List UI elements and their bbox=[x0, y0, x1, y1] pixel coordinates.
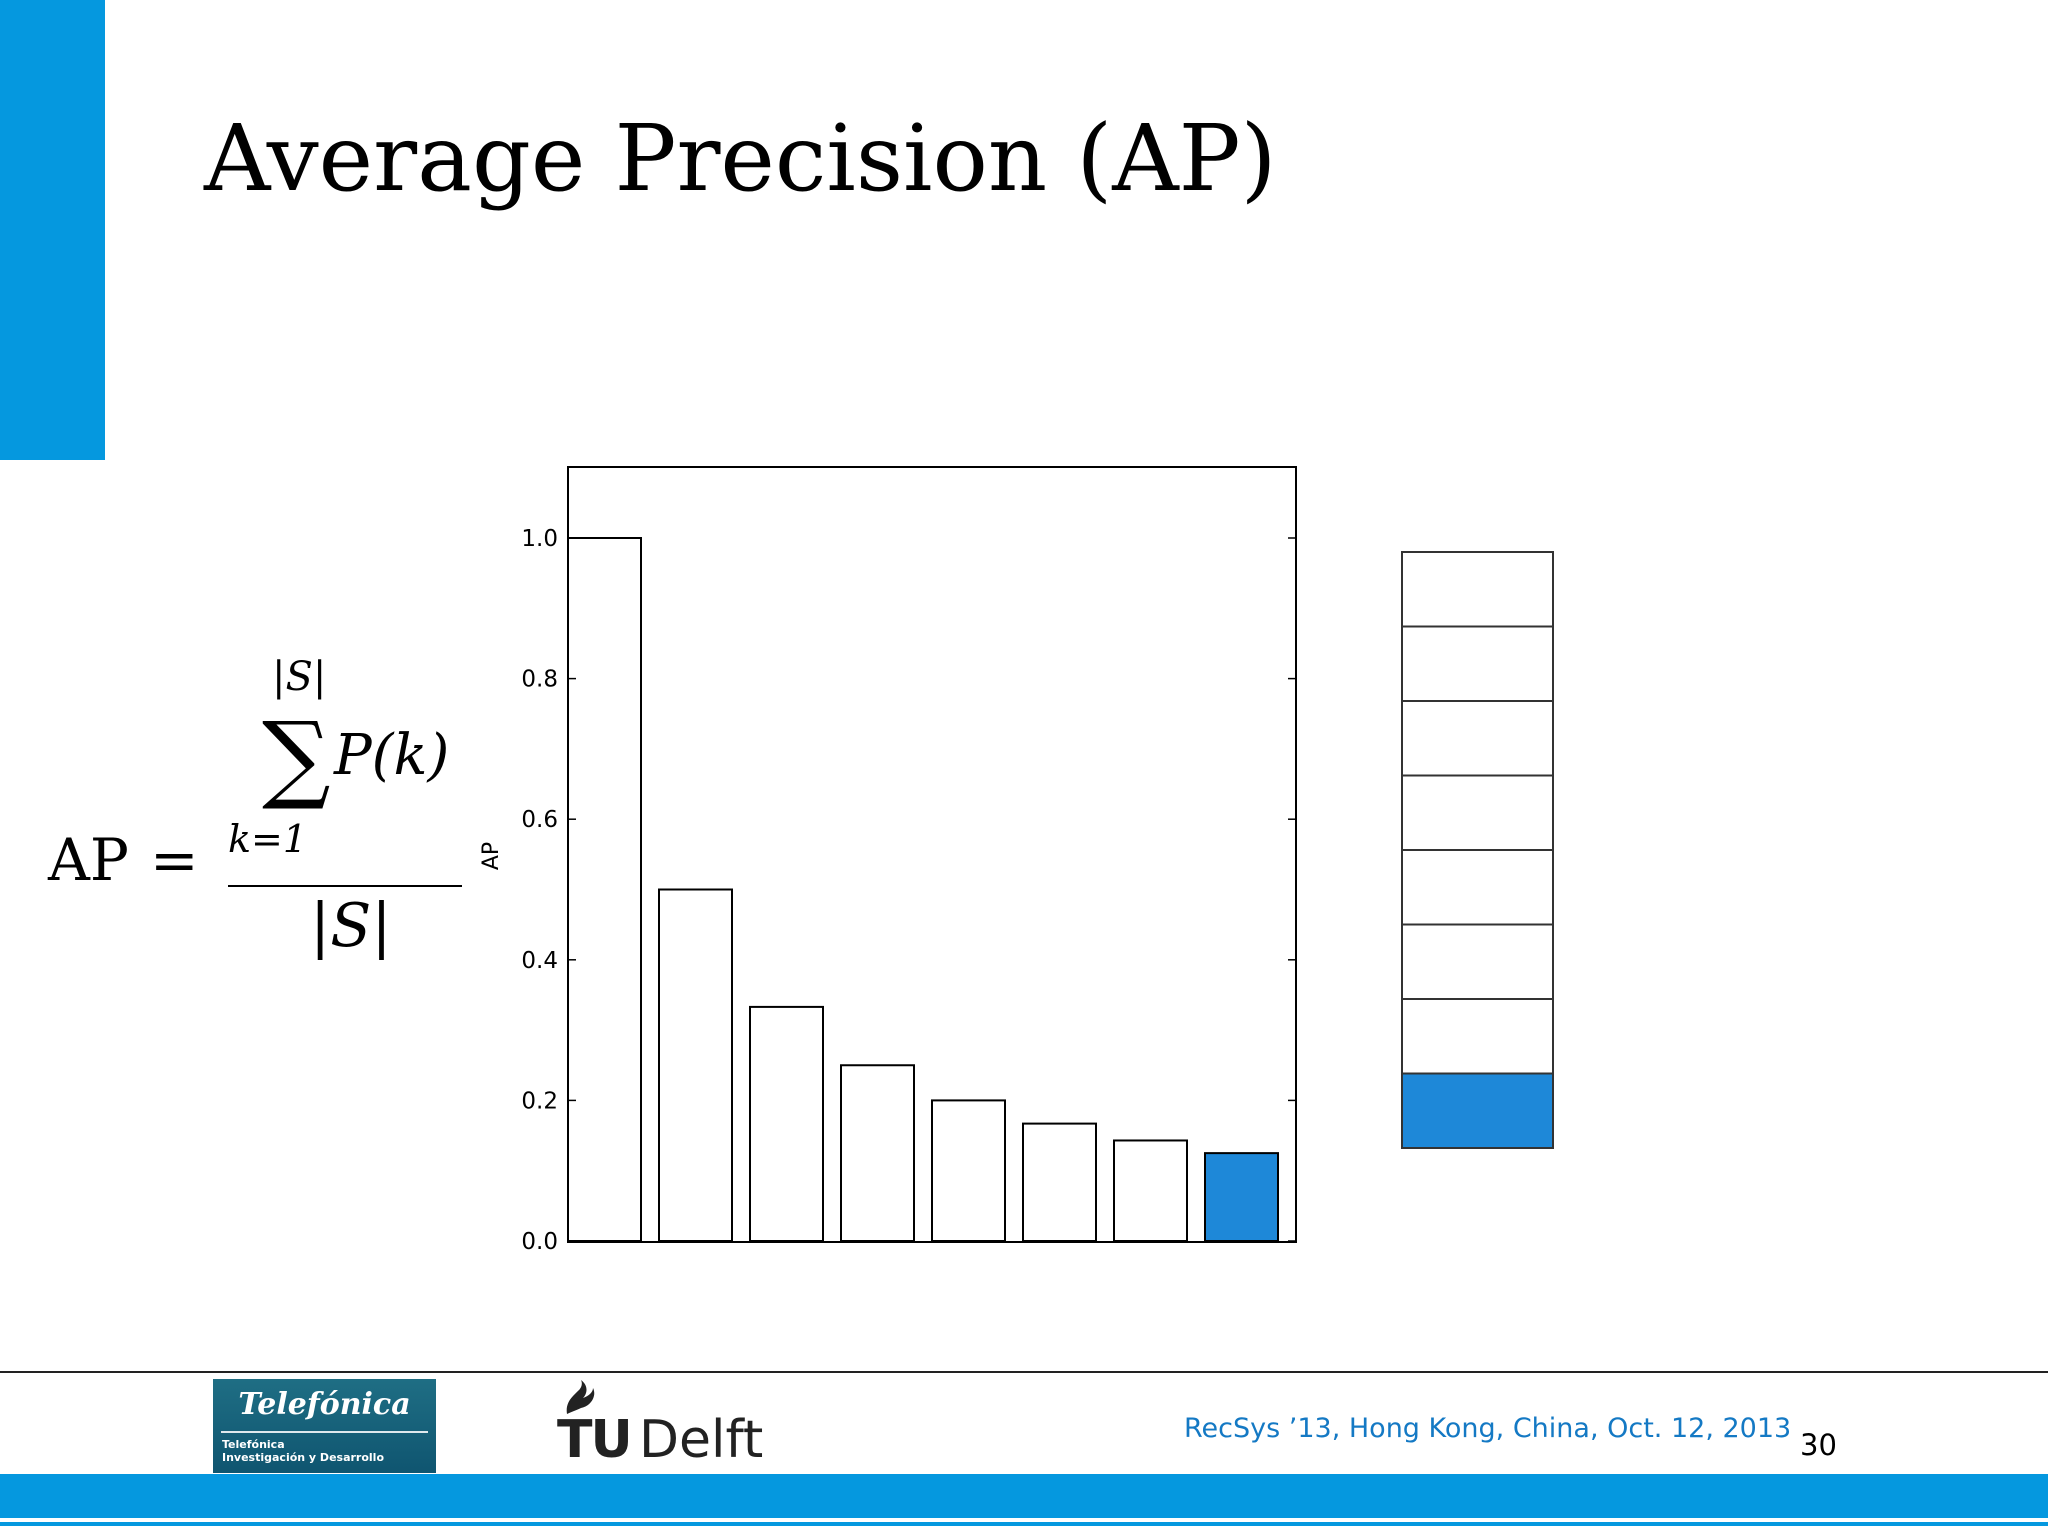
ap-formula: AP = |S| ∑ P(k) k=1 |S| bbox=[47, 654, 462, 961]
conference-info: RecSys ’13, Hong Kong, China, Oct. 12, 2… bbox=[1184, 1413, 1792, 1444]
y-tick-label: 0.6 bbox=[521, 807, 558, 833]
tudelft-tu: TU bbox=[557, 1410, 633, 1470]
formula-denominator: |S| bbox=[310, 891, 392, 961]
y-tick-label: 0.4 bbox=[521, 948, 558, 974]
slide-title: Average Precision (AP) bbox=[204, 105, 1277, 212]
bar-5 bbox=[931, 1099, 1006, 1243]
y-tick-label: 1.0 bbox=[521, 526, 558, 552]
sum-upper-limit: |S| bbox=[272, 654, 326, 700]
footer-divider bbox=[0, 1371, 2048, 1373]
ranking-cell bbox=[1401, 774, 1554, 851]
formula-lhs: AP bbox=[47, 826, 129, 894]
footer-accent-bar bbox=[0, 1474, 2048, 1518]
telefonica-logo-rule bbox=[221, 1431, 428, 1433]
telefonica-sub1: Telefónica bbox=[222, 1438, 285, 1451]
accent-bar bbox=[0, 0, 105, 460]
bar-2 bbox=[658, 888, 733, 1242]
bar-8 bbox=[1204, 1152, 1279, 1242]
bar-3 bbox=[749, 1005, 824, 1242]
tudelft-logo: TU Delft bbox=[555, 1380, 765, 1470]
y-tick-label: 0.2 bbox=[521, 1088, 558, 1114]
ranking-cell bbox=[1401, 700, 1554, 777]
ranking-cell bbox=[1401, 625, 1554, 702]
summand: P(k) bbox=[333, 723, 449, 788]
bar-6 bbox=[1022, 1122, 1097, 1242]
bar-1 bbox=[567, 537, 642, 1242]
tudelft-delft: Delft bbox=[639, 1410, 764, 1470]
telefonica-wordmark: Telefónica bbox=[238, 1387, 411, 1422]
ranking-stack bbox=[1401, 551, 1554, 1149]
flame-icon bbox=[566, 1380, 595, 1414]
y-axis-label: AP bbox=[479, 842, 504, 870]
page-number: 30 bbox=[1800, 1428, 1837, 1462]
sum-symbol: ∑ bbox=[262, 701, 331, 813]
telefonica-sub2: Investigación y Desarrollo bbox=[222, 1451, 385, 1464]
ranking-cell bbox=[1401, 923, 1554, 1000]
footer-accent-line bbox=[0, 1522, 2048, 1526]
ranking-cell bbox=[1401, 849, 1554, 926]
bar-4 bbox=[840, 1064, 915, 1242]
ranking-cell bbox=[1401, 1072, 1554, 1149]
formula-equals: = bbox=[150, 826, 199, 894]
y-tick-label: 0.0 bbox=[521, 1229, 558, 1255]
ranking-cell bbox=[1401, 998, 1554, 1075]
ranking-cell bbox=[1401, 551, 1554, 628]
sum-lower-limit: k=1 bbox=[228, 817, 307, 861]
y-tick-label: 0.8 bbox=[521, 667, 558, 693]
bar-7 bbox=[1113, 1139, 1188, 1242]
telefonica-logo: Telefónica Telefónica Investigación y De… bbox=[213, 1379, 436, 1473]
